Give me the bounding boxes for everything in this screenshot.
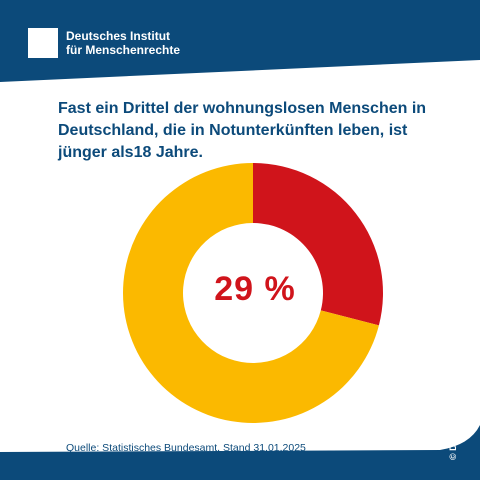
headline-line-2: Deutschland, die in Notunterkünften lebe…: [58, 122, 408, 139]
donut-slice-2: [122, 163, 379, 423]
headline: Fast ein Drittel der wohnungslosen Mensc…: [58, 98, 438, 164]
headline-line-1: Fast ein Drittel der wohnungslosen Mensc…: [58, 100, 427, 117]
copyright-note: © DIMR: [448, 427, 458, 460]
center-percentage-label: 29 %: [214, 270, 296, 308]
source-note: Quelle: Statistisches Bundesamt, Stand 3…: [66, 442, 306, 454]
brand-line-2: für Menschenrechte: [66, 43, 181, 57]
headline-line-3: jünger als18 Jahre.: [58, 144, 203, 161]
logo-square-icon: [28, 28, 58, 58]
brand-name: Deutsches Institut für Menschenrechte: [66, 29, 180, 57]
brand-logo: Deutsches Institut für Menschenrechte: [28, 28, 180, 58]
brand-line-1: Deutsches Institut: [66, 29, 171, 43]
donut-slice-1: [253, 163, 383, 326]
